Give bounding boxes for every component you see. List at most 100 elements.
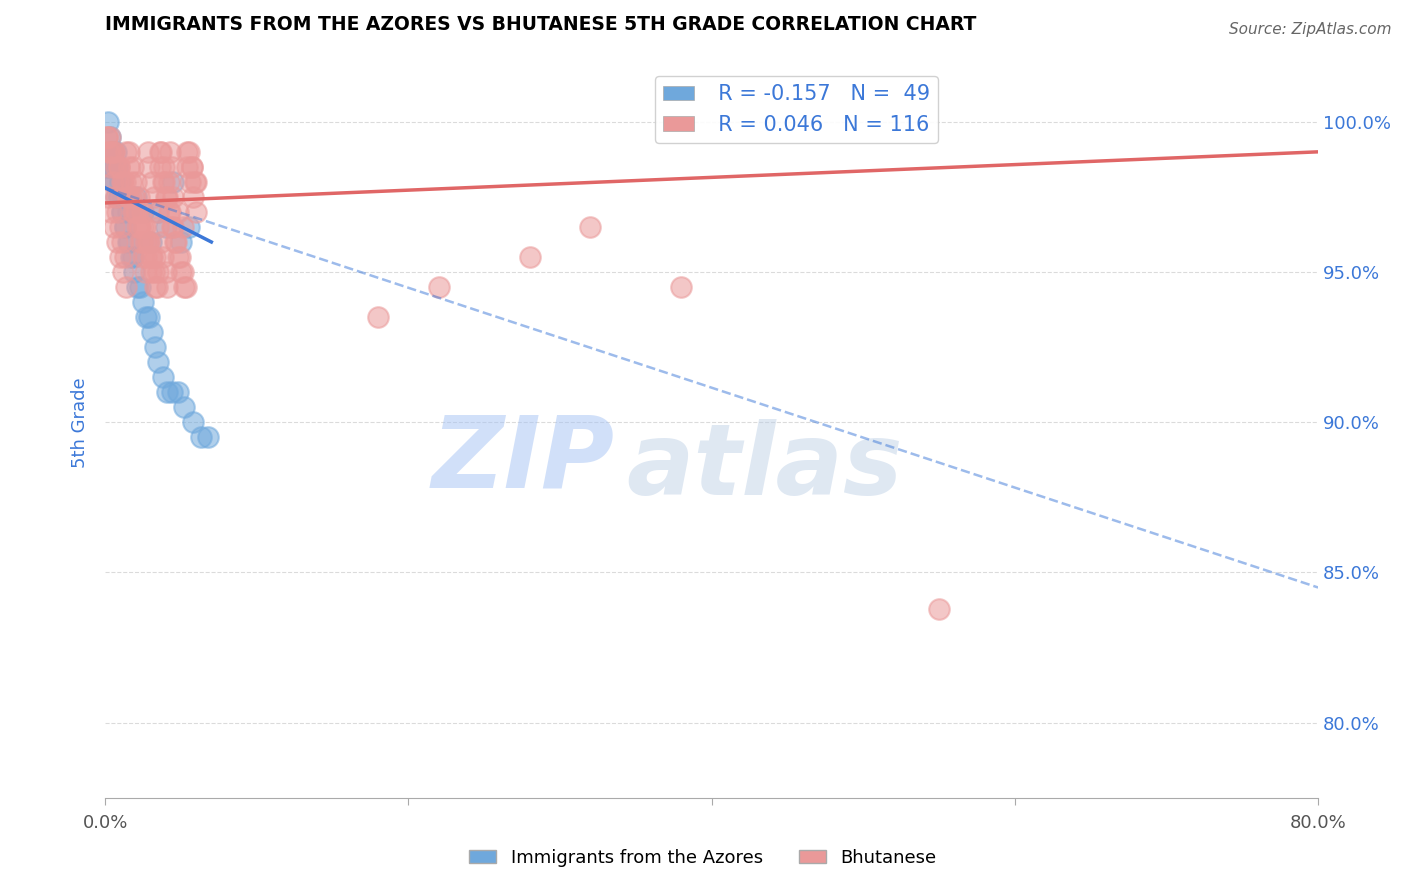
Point [169,250,191,264]
Point [125,280,148,294]
Point [128,219,150,234]
Point [124,205,146,219]
Point [122,190,145,204]
Point [173,280,195,294]
Point [117,190,139,204]
Point [167,205,190,219]
Point [114,250,136,264]
Point [142,190,165,204]
Point [134,265,156,279]
Point [132,250,155,264]
Point [101,145,124,159]
Point [134,219,156,234]
Point [149,160,172,174]
Text: atlas: atlas [627,419,903,516]
Point [118,160,141,174]
Point [156,280,179,294]
Point [162,219,184,234]
Point [98,160,121,174]
Point [138,235,160,249]
Text: IMMIGRANTS FROM THE AZORES VS BHUTANESE 5TH GRADE CORRELATION CHART: IMMIGRANTS FROM THE AZORES VS BHUTANESE … [105,15,977,34]
Point [97,190,120,204]
Point [152,250,174,264]
Point [148,205,170,219]
Point [121,160,143,174]
Point [104,190,127,204]
Point [149,145,172,159]
Point [136,235,159,249]
Text: Source: ZipAtlas.com: Source: ZipAtlas.com [1229,22,1392,37]
Point [124,190,146,204]
Point [153,160,176,174]
Point [139,235,162,249]
Point [157,175,180,189]
Point [150,145,173,159]
Legend:   R = -0.157   N =  49,   R = 0.046   N = 116: R = -0.157 N = 49, R = 0.046 N = 116 [655,76,938,143]
Point [111,205,134,219]
Point [101,175,124,189]
Point [108,190,131,204]
Point [97,145,120,159]
Point [100,205,122,219]
Point [124,175,146,189]
Point [135,310,157,324]
Point [180,160,202,174]
Point [928,601,950,615]
Point [157,205,180,219]
Point [181,190,204,204]
Point [176,160,198,174]
Point [143,280,166,294]
Point [138,160,160,174]
Point [97,115,120,129]
Point [125,205,148,219]
Point [172,219,194,234]
Point [148,219,170,234]
Point [121,205,143,219]
Point [105,205,128,219]
Point [118,145,141,159]
Point [172,265,194,279]
Point [160,219,183,234]
Point [156,385,179,400]
Point [166,235,188,249]
Point [367,310,389,324]
Point [152,175,174,189]
Point [115,280,138,294]
Point [110,250,132,264]
Point [186,205,208,219]
Point [190,430,212,444]
Point [148,265,170,279]
Point [129,219,152,234]
Point [671,280,693,294]
Point [104,160,127,174]
Point [112,190,135,204]
Point [141,325,163,339]
Point [159,205,181,219]
Point [156,190,179,204]
Point [155,219,177,234]
Point [155,190,177,204]
Point [519,250,541,264]
Point [139,250,162,264]
Point [162,175,184,189]
Point [162,190,184,204]
Point [125,219,148,234]
Point [120,250,142,264]
Point [138,310,160,324]
Point [128,190,150,204]
Point [155,265,177,279]
Point [108,160,131,174]
Point [96,129,118,144]
Point [118,235,141,249]
Point [115,145,138,159]
Point [579,219,602,234]
Point [110,219,132,234]
Point [159,145,181,159]
Point [120,190,142,204]
Text: ZIP: ZIP [432,411,614,508]
Point [143,250,166,264]
Point [104,145,127,159]
Point [96,160,118,174]
Point [167,385,190,400]
Point [179,175,201,189]
